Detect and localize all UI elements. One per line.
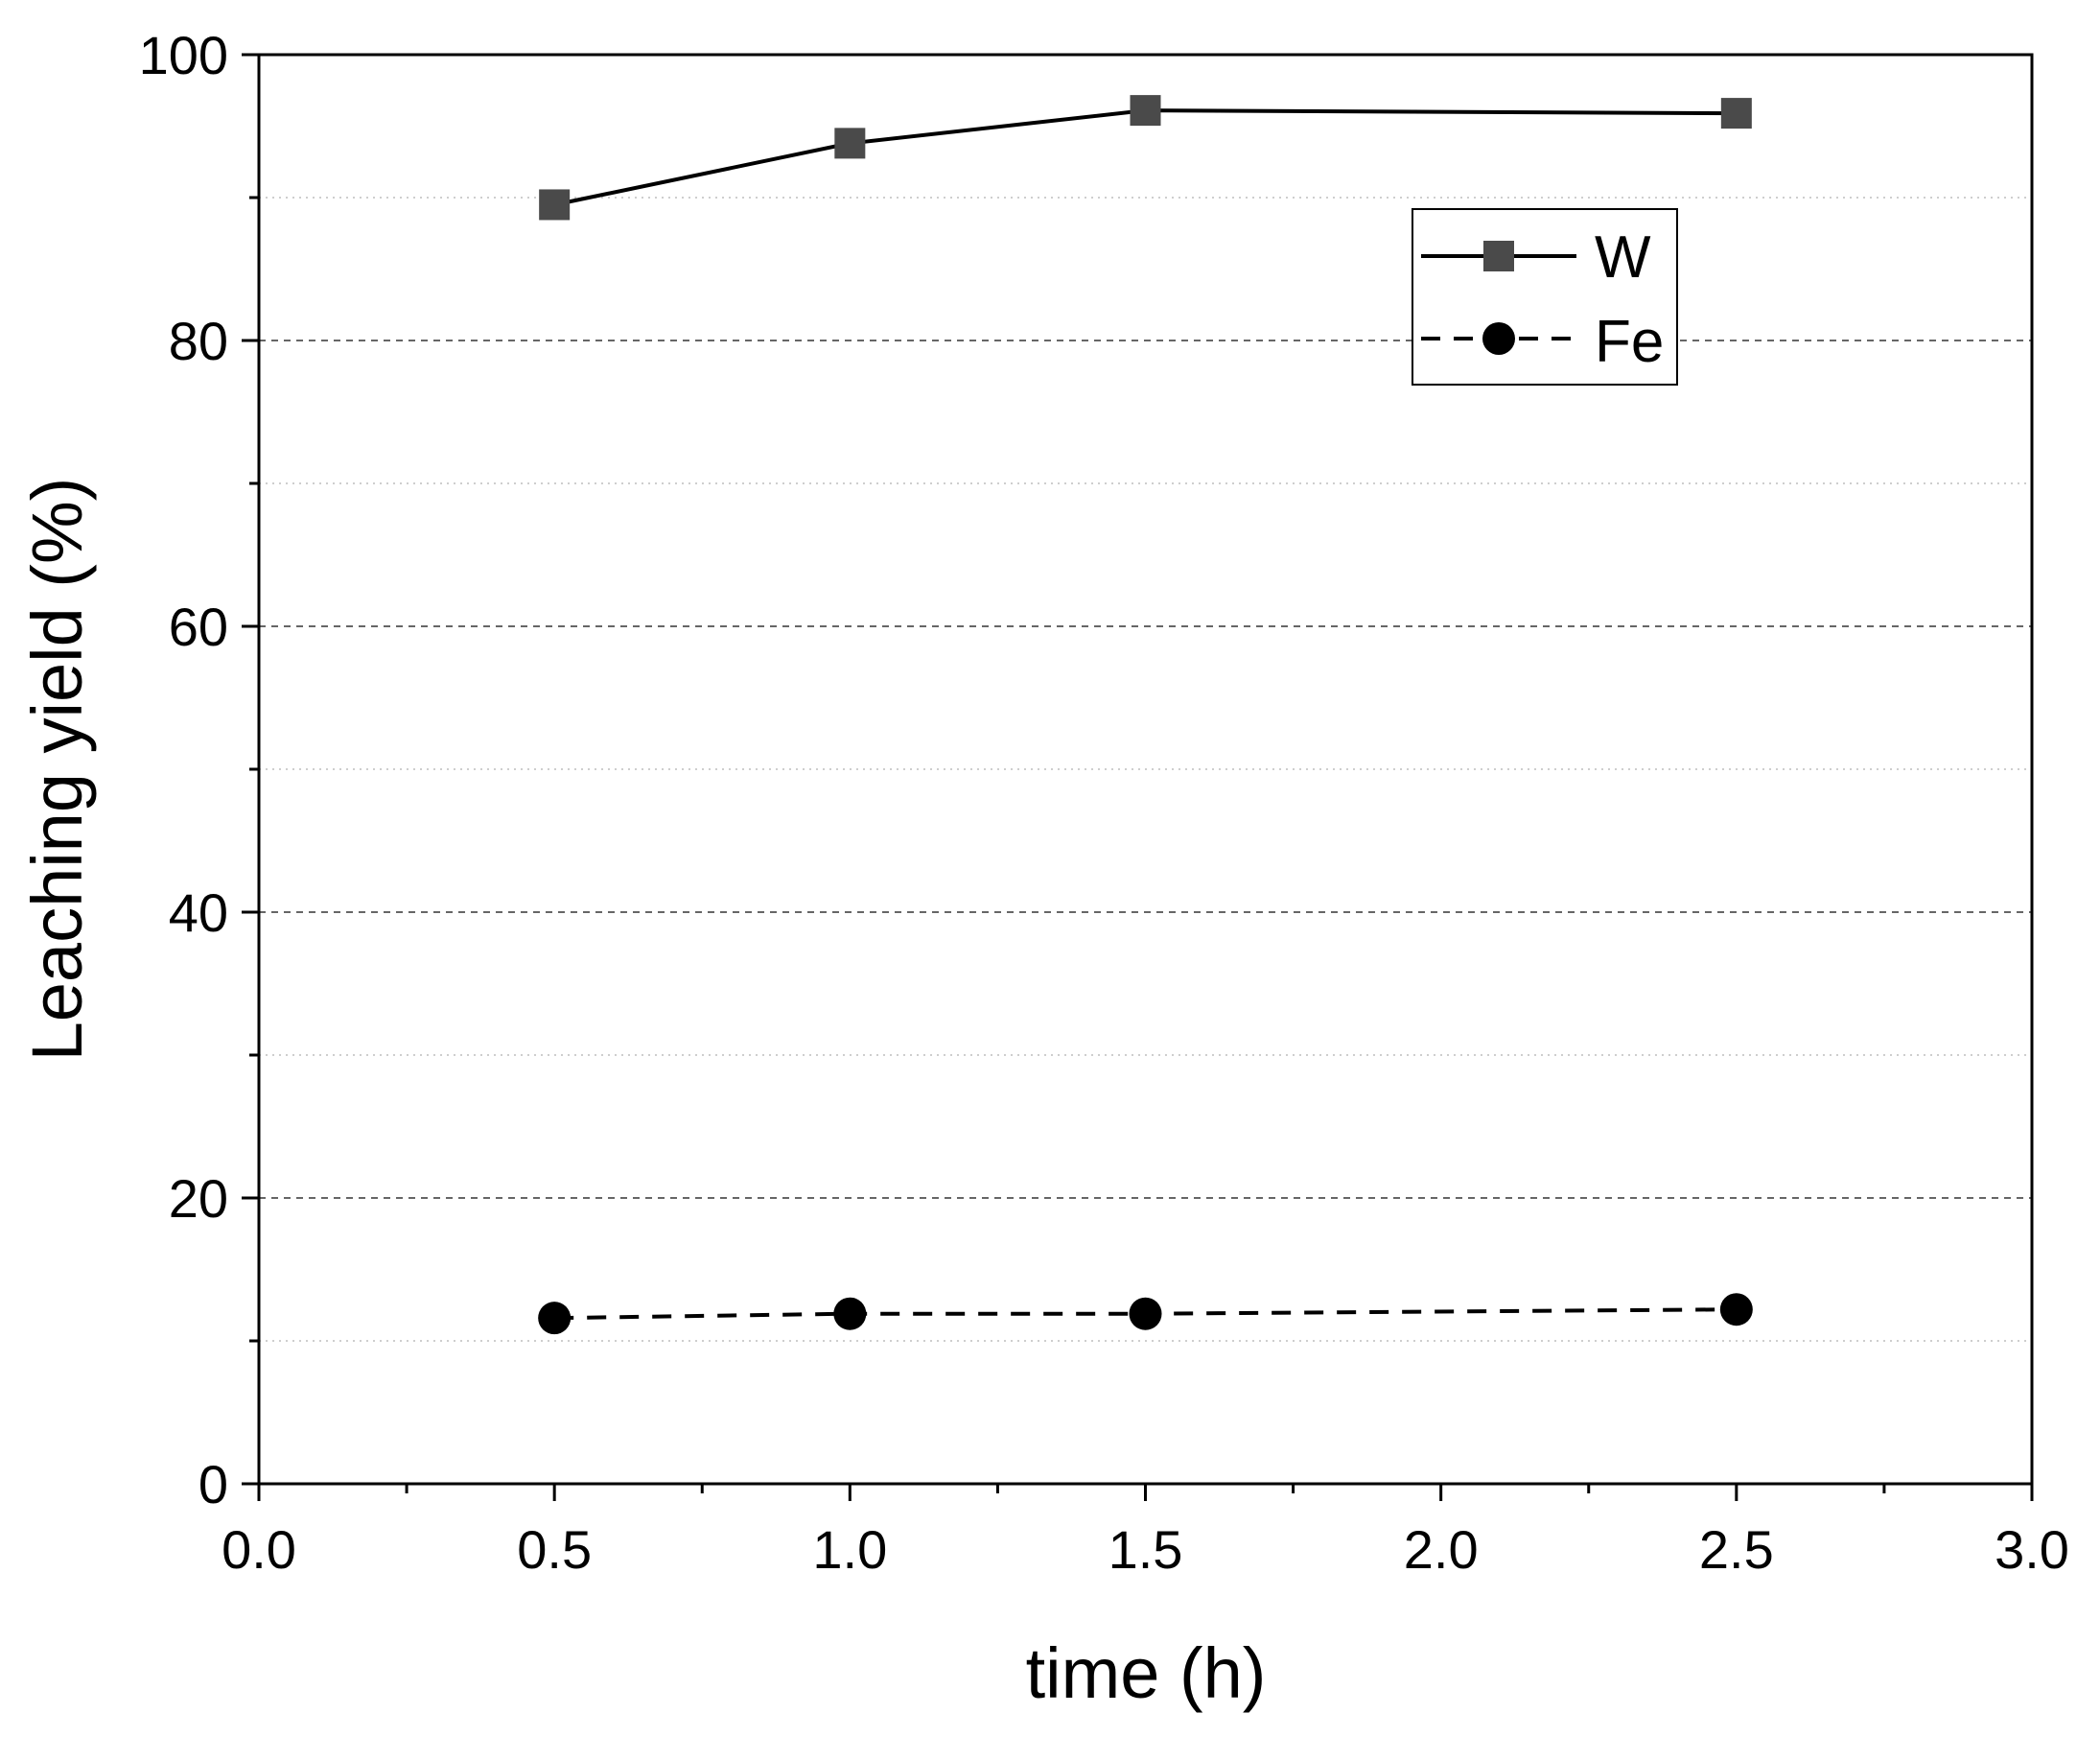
point-fe — [1129, 1297, 1162, 1330]
point-fe — [538, 1302, 572, 1335]
legend-fe-label: Fe — [1595, 309, 1664, 375]
x-tick-label: 0.0 — [222, 1519, 296, 1580]
axis-ticks — [242, 53, 2034, 1501]
legend: W Fe — [1412, 208, 1678, 386]
y-tick-label: 20 — [169, 1168, 228, 1229]
legend-w-marker — [1483, 241, 1514, 271]
point-w — [539, 189, 571, 221]
x-tick-label: 0.5 — [517, 1519, 592, 1580]
point-w — [1720, 98, 1752, 129]
x-tick-label: 1.5 — [1108, 1519, 1183, 1580]
x-tick-label: 3.0 — [1995, 1519, 2069, 1580]
legend-w-label: W — [1595, 224, 1651, 291]
legend-box — [1412, 208, 1678, 386]
point-w — [834, 128, 866, 159]
y-tick-label: 80 — [169, 311, 228, 371]
y-axis-label: Leaching yield (%) — [17, 478, 97, 1062]
y-tick-label: 40 — [169, 882, 228, 943]
point-fe — [833, 1297, 867, 1330]
series-lines — [553, 108, 1737, 1321]
grid — [259, 197, 2032, 1342]
point-fe — [1719, 1293, 1753, 1326]
y-tick-label: 60 — [169, 597, 228, 657]
x-tick-label: 2.0 — [1404, 1519, 1479, 1580]
tick-labels: 0 20 40 60 80 100 0.0 0.5 1.0 1.5 2.0 2.5 3.0 — [139, 25, 2069, 1580]
series-line-fe — [554, 1307, 1737, 1321]
y-tick-label: 0 — [198, 1454, 228, 1514]
y-tick-label: 100 — [139, 25, 228, 85]
point-w — [1130, 95, 1161, 127]
series-markers — [538, 95, 1753, 1335]
series-line-w — [553, 108, 1737, 207]
x-axis-label: time (h) — [1026, 1633, 1267, 1713]
legend-fe-marker — [1482, 322, 1515, 355]
x-tick-label: 1.0 — [812, 1519, 887, 1580]
x-tick-label: 2.5 — [1699, 1519, 1774, 1580]
